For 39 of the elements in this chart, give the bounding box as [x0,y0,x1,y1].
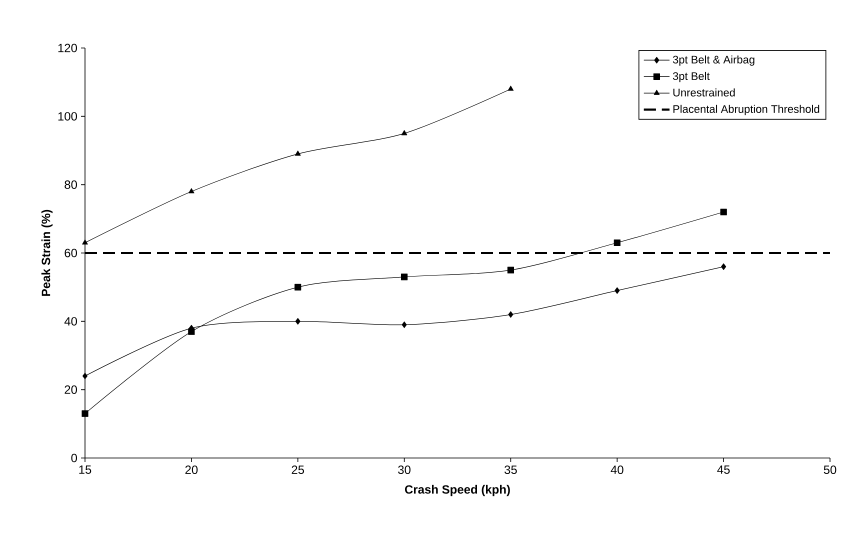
point [82,410,88,417]
point [508,86,514,91]
point [507,266,514,274]
x-tick-label: 40 [610,466,624,474]
point [294,284,302,290]
point [720,208,727,216]
point [402,321,407,328]
x-tick-label: 35 [504,466,517,474]
legend-label: 3pt Belt [672,72,710,82]
point [82,239,88,245]
point [614,287,620,294]
legend-label: Placental Abruption Threshold [673,104,820,116]
y-tick-label: 0 [71,454,78,462]
legend-label: 3pt Belt & Airbag [672,55,754,66]
x-tick-label: 20 [185,466,198,474]
point [508,311,514,318]
point [295,318,300,325]
point [401,130,408,136]
y-tick-label: 40 [64,317,78,326]
x-axis-title: Crash Speed (kph) [404,484,510,496]
x-tick-label: 30 [398,466,410,474]
point [721,263,726,270]
point [82,372,88,380]
y-axis-title: Peak Strain (%) [41,210,53,296]
point [188,328,195,335]
legend-label: Unrestrained [673,88,735,96]
point [400,274,408,280]
y-tick-label: 120 [58,44,77,52]
y-tick-label: 60 [64,248,78,258]
y-tick-label: 100 [58,112,77,121]
x-tick-label: 25 [292,466,304,474]
point [188,188,194,194]
y-tick-label: 80 [64,180,78,189]
x-tick-label: 50 [824,466,836,474]
point [294,150,301,156]
y-tick-label: 20 [64,385,78,394]
point [614,239,620,246]
x-tick-label: 15 [79,466,92,474]
x-tick-label: 45 [717,466,730,474]
